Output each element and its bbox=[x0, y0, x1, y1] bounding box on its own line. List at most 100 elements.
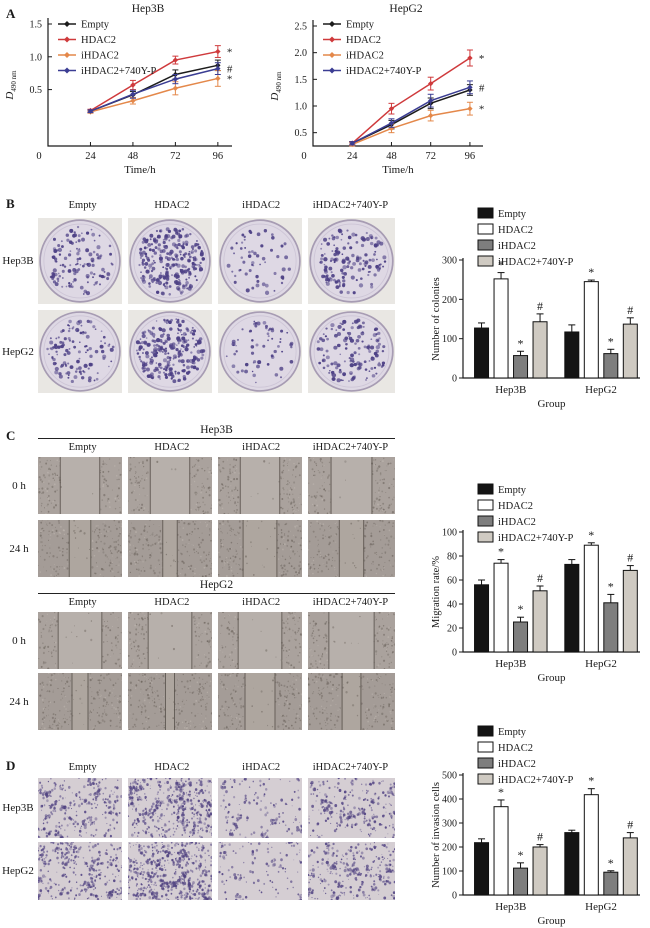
wound-image bbox=[308, 457, 395, 514]
svg-text:*: * bbox=[588, 265, 594, 279]
svg-text:1.0: 1.0 bbox=[295, 102, 308, 113]
wound-image bbox=[308, 612, 395, 669]
condition-label: iHDAC2+740Y-P bbox=[312, 762, 389, 773]
svg-text:1.0: 1.0 bbox=[30, 52, 43, 63]
svg-text:iHDAC2: iHDAC2 bbox=[498, 517, 536, 528]
svg-text:0: 0 bbox=[452, 648, 457, 659]
colonies-bar-chart: 0 100 200 300 * * # Hep3B * * # HepG2 Group Number of… bbox=[431, 207, 640, 410]
svg-text:iHDAC2: iHDAC2 bbox=[498, 241, 536, 252]
panel-c-label: C bbox=[6, 428, 16, 443]
svg-text:iHDAC2+740Y-P: iHDAC2+740Y-P bbox=[498, 257, 574, 268]
svg-text:72: 72 bbox=[170, 151, 181, 162]
svg-text:Hep3B: Hep3B bbox=[495, 384, 526, 396]
condition-label: HDAC2 bbox=[154, 597, 190, 608]
invasion-image bbox=[38, 778, 122, 838]
svg-text:*: * bbox=[518, 336, 524, 350]
condition-label: iHDAC2+740Y-P bbox=[312, 597, 389, 608]
wound-image bbox=[218, 673, 302, 730]
svg-text:100: 100 bbox=[442, 334, 457, 345]
svg-text:iHDAC2: iHDAC2 bbox=[346, 51, 384, 62]
svg-text:#: # bbox=[537, 571, 543, 585]
svg-text:HepG2: HepG2 bbox=[585, 384, 617, 396]
svg-text:#: # bbox=[627, 551, 633, 565]
time-label-0h: 0 h bbox=[12, 634, 26, 647]
invasion-image bbox=[218, 842, 302, 900]
svg-text:HepG2: HepG2 bbox=[389, 3, 422, 15]
colony-dish-image bbox=[38, 310, 122, 393]
time-label-0h: 0 h bbox=[12, 479, 26, 492]
condition-label: HDAC2 bbox=[154, 762, 190, 773]
svg-text:300: 300 bbox=[442, 256, 457, 267]
svg-text:*: * bbox=[479, 53, 485, 65]
hepg2-growth-line-chart: 0.5 1.0 1.5 2.0 2.5 0 24 48 72 96 Time/h HepG2 D490 … bbox=[269, 3, 485, 176]
wound-image bbox=[308, 520, 395, 577]
invasion-bar-chart: 0100200300400500**#Hep3B**#HepG2GroupNum… bbox=[431, 725, 640, 927]
svg-text:80: 80 bbox=[447, 552, 457, 563]
wound-image bbox=[38, 520, 122, 577]
row-label-hepg2: HepG2 bbox=[2, 865, 34, 877]
row-label-hep3b: Hep3B bbox=[2, 802, 34, 814]
wound-image bbox=[218, 520, 302, 577]
hep3b-growth-line-chart: 0.5 1.0 1.5 0 24 48 72 96 Time/h Hep3B D490 nm Empt… bbox=[4, 3, 233, 176]
svg-text:96: 96 bbox=[465, 151, 476, 162]
svg-text:*: * bbox=[227, 47, 233, 59]
time-label-24h: 24 h bbox=[9, 542, 29, 555]
svg-text:*: * bbox=[608, 334, 614, 348]
svg-text:iHDAC2+740Y-P: iHDAC2+740Y-P bbox=[81, 66, 157, 77]
invasion-image bbox=[308, 842, 395, 900]
wound-image bbox=[38, 612, 122, 669]
svg-text:#: # bbox=[627, 303, 633, 317]
svg-text:iHDAC2: iHDAC2 bbox=[81, 51, 119, 62]
svg-text:72: 72 bbox=[425, 151, 436, 162]
svg-text:iHDAC2+740Y-P: iHDAC2+740Y-P bbox=[346, 66, 422, 77]
svg-text:Number of colonies: Number of colonies bbox=[431, 277, 442, 360]
svg-text:#: # bbox=[479, 82, 485, 94]
svg-text:24: 24 bbox=[347, 151, 358, 162]
svg-text:Time/h: Time/h bbox=[382, 164, 414, 176]
svg-text:1.5: 1.5 bbox=[295, 75, 308, 86]
svg-text:2.0: 2.0 bbox=[295, 48, 308, 59]
svg-text:60: 60 bbox=[447, 576, 457, 587]
svg-text:*: * bbox=[498, 545, 504, 559]
svg-text:*: * bbox=[608, 579, 614, 593]
svg-text:*: * bbox=[227, 73, 233, 85]
svg-text:0.5: 0.5 bbox=[295, 128, 308, 139]
colony-dish-image bbox=[218, 218, 302, 304]
svg-text:HDAC2: HDAC2 bbox=[498, 225, 533, 236]
svg-text:200: 200 bbox=[442, 295, 457, 306]
svg-text:Hep3B: Hep3B bbox=[132, 3, 165, 15]
condition-label: Empty bbox=[68, 442, 97, 453]
colony-dish-image bbox=[308, 310, 395, 393]
condition-label: iHDAC2 bbox=[242, 597, 281, 608]
migration-hepg2-header: HepG2 bbox=[38, 579, 395, 594]
migration-hep3b-header: Hep3B bbox=[38, 424, 395, 439]
colony-dish-image bbox=[308, 218, 395, 304]
time-label-24h: 24 h bbox=[9, 695, 29, 708]
wound-image bbox=[128, 612, 212, 669]
panel-d-label: D bbox=[6, 758, 16, 773]
invasion-image bbox=[128, 842, 212, 900]
condition-label: iHDAC2+740Y-P bbox=[312, 442, 389, 453]
svg-text:100: 100 bbox=[442, 528, 457, 539]
invasion-image bbox=[218, 778, 302, 838]
svg-text:iHDAC2+740Y-P: iHDAC2+740Y-P bbox=[498, 533, 574, 544]
condition-label: iHDAC2+740Y-P bbox=[312, 200, 389, 211]
svg-text:20: 20 bbox=[447, 624, 457, 635]
svg-text:HepG2: HepG2 bbox=[585, 658, 617, 670]
svg-text:Time/h: Time/h bbox=[124, 164, 156, 176]
svg-text:#: # bbox=[537, 299, 543, 313]
svg-text:D490 nm: D490 nm bbox=[4, 70, 18, 101]
svg-text:1.5: 1.5 bbox=[30, 20, 43, 31]
wound-image bbox=[218, 457, 302, 514]
wound-image bbox=[218, 612, 302, 669]
svg-text:0: 0 bbox=[452, 374, 457, 385]
svg-text:40: 40 bbox=[447, 600, 457, 611]
svg-text:*: * bbox=[518, 602, 524, 616]
svg-text:48: 48 bbox=[386, 151, 397, 162]
condition-label: Empty bbox=[68, 200, 97, 211]
svg-text:*: * bbox=[498, 258, 504, 272]
invasion-image bbox=[128, 778, 212, 838]
panel-a-label: A bbox=[6, 6, 16, 21]
svg-text:2.5: 2.5 bbox=[295, 22, 308, 33]
